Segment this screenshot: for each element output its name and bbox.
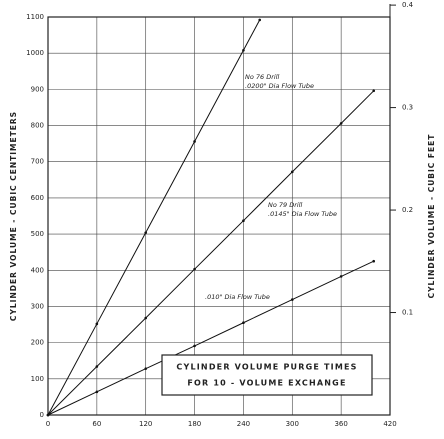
data-point: [193, 140, 196, 143]
y-tick-label: 600: [31, 194, 44, 202]
caption-box: [161, 354, 373, 396]
y2-tick-label: 0.4: [402, 1, 414, 9]
x-tick-label: 300: [286, 420, 299, 428]
y-tick-label: 900: [31, 85, 44, 93]
data-point: [46, 413, 50, 417]
x-tick-label: 0: [46, 420, 50, 428]
line-series: [47, 19, 261, 416]
data-point: [290, 298, 294, 301]
x-tick-label: 180: [188, 420, 201, 428]
y-tick-label: 0: [40, 411, 44, 419]
series-note: No 76 Drill: [245, 73, 280, 81]
data-point: [242, 219, 245, 223]
data-point: [193, 267, 196, 271]
caption-line: CYLINDER VOLUME PURGE TIMES: [176, 363, 357, 372]
data-point: [95, 322, 99, 326]
line-series: [47, 260, 374, 416]
y-tick-label: 100: [31, 375, 44, 383]
series-note: .0145" Dia Flow Tube: [268, 210, 337, 218]
plot-frame: [47, 16, 391, 416]
data-point: [372, 89, 376, 93]
data-point: [95, 365, 99, 368]
data-point: [290, 170, 294, 174]
data-point: [193, 344, 196, 348]
data-point: [339, 122, 343, 125]
series-note: .0200" Dia Flow Tube: [245, 82, 314, 90]
series-note: .010" Dia Flow Tube: [205, 293, 270, 301]
data-point: [95, 390, 99, 394]
x-tick-label: 360: [334, 420, 347, 428]
data-point: [372, 259, 376, 263]
x-tick-label: 60: [92, 420, 101, 428]
caption-line: FOR 10 - VOLUME EXCHANGE: [187, 379, 346, 388]
y-tick-label: 1100: [26, 13, 44, 21]
data-point: [144, 367, 148, 370]
y-tick-label: 800: [31, 122, 44, 130]
data-point: [339, 275, 343, 278]
data-point: [242, 321, 245, 325]
line-series: [47, 90, 375, 416]
y-axis-title: CYLINDER VOLUME - CUBIC CENTIMETERS: [9, 111, 18, 321]
data-point: [258, 18, 262, 22]
y2-tick-label: 0.3: [402, 104, 413, 112]
y-tick-label: 400: [31, 266, 44, 274]
y-tick-label: 200: [31, 339, 44, 347]
plot-layer: 0 100 200 300 400 500 600 700 800 900 1000 1100 0 60 1…: [26, 1, 414, 428]
x-tick-label: 120: [139, 420, 152, 428]
y-tick-label: 500: [31, 230, 44, 238]
y-tick-label: 1000: [26, 49, 44, 57]
y2-tick-label: 0.1: [402, 309, 413, 317]
y-tick-label: 700: [31, 158, 44, 166]
data-point: [242, 48, 245, 52]
y2-tick-label: 0.2: [402, 206, 413, 214]
x-tick-label: 240: [237, 420, 250, 428]
x-tick-label: 420: [383, 420, 396, 428]
data-point: [144, 316, 148, 320]
y-tick-label: 300: [31, 302, 44, 310]
data-point: [144, 231, 148, 234]
y2-axis-title: CYLINDER VOLUME - CUBIC FEET: [427, 134, 436, 299]
series-note: No 79 Drill: [268, 201, 303, 209]
